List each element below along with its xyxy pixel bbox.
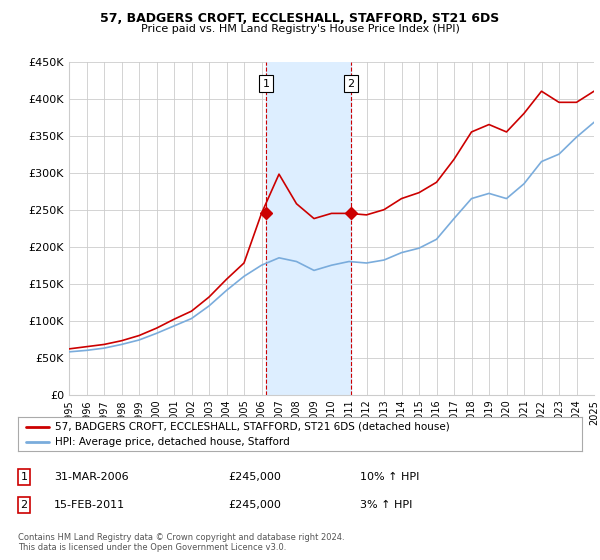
Bar (266, 62, 351, 395)
Text: 1: 1 (20, 472, 28, 482)
Text: 57, BADGERS CROFT, ECCLESHALL, STAFFORD, ST21 6DS: 57, BADGERS CROFT, ECCLESHALL, STAFFORD,… (100, 12, 500, 25)
Text: 1: 1 (262, 79, 269, 89)
Text: £245,000: £245,000 (228, 500, 281, 510)
Text: 57, BADGERS CROFT, ECCLESHALL, STAFFORD, ST21 6DS (detached house): 57, BADGERS CROFT, ECCLESHALL, STAFFORD,… (55, 422, 449, 432)
Text: 31-MAR-2006: 31-MAR-2006 (54, 472, 128, 482)
Text: 15-FEB-2011: 15-FEB-2011 (54, 500, 125, 510)
Text: 2: 2 (347, 79, 355, 89)
Text: Price paid vs. HM Land Registry's House Price Index (HPI): Price paid vs. HM Land Registry's House … (140, 24, 460, 34)
Text: £245,000: £245,000 (228, 472, 281, 482)
Text: 10% ↑ HPI: 10% ↑ HPI (360, 472, 419, 482)
Text: 2: 2 (20, 500, 28, 510)
Text: Contains HM Land Registry data © Crown copyright and database right 2024.: Contains HM Land Registry data © Crown c… (18, 533, 344, 542)
Text: This data is licensed under the Open Government Licence v3.0.: This data is licensed under the Open Gov… (18, 543, 286, 552)
Text: HPI: Average price, detached house, Stafford: HPI: Average price, detached house, Staf… (55, 437, 289, 447)
Text: 3% ↑ HPI: 3% ↑ HPI (360, 500, 412, 510)
